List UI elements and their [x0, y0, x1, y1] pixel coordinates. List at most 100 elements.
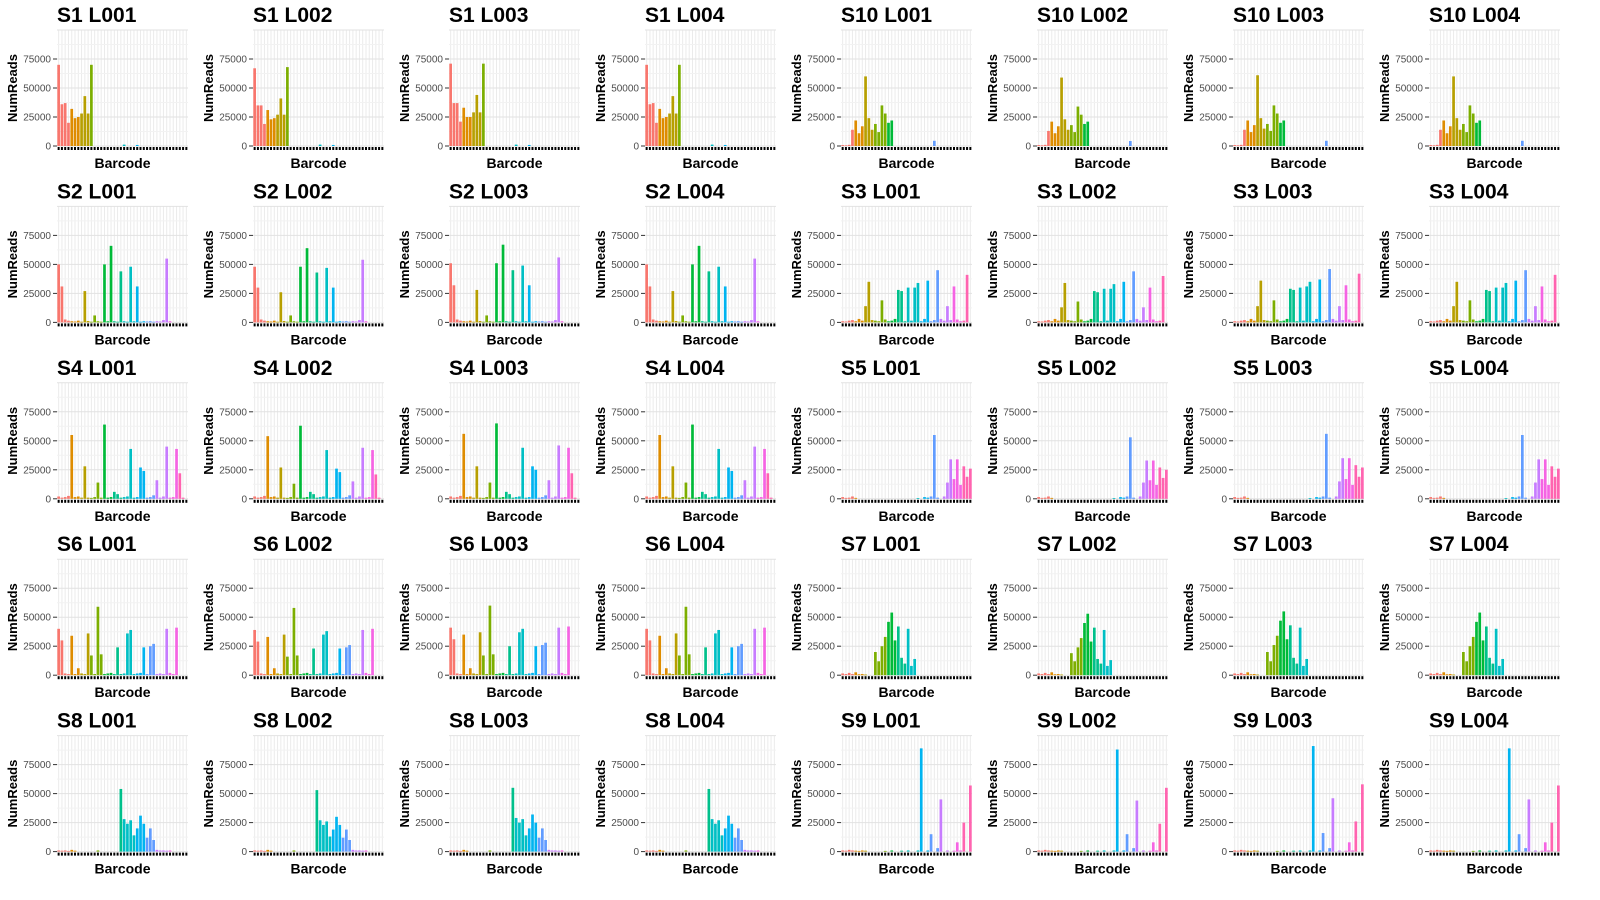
bar	[67, 122, 70, 146]
y-tick-label: 25000	[23, 465, 51, 476]
bar	[73, 674, 77, 676]
bar	[1122, 850, 1126, 852]
panel-title: S6 L002	[253, 533, 332, 556]
bar	[103, 264, 106, 323]
bar	[1096, 292, 1099, 323]
panel-title: S2 L004	[645, 180, 725, 203]
bar	[109, 497, 113, 499]
y-tick-label: 50000	[1003, 789, 1031, 800]
bar	[135, 286, 139, 323]
bar	[714, 633, 717, 676]
bar	[890, 120, 894, 146]
y-tick-label: 25000	[611, 289, 639, 300]
y-tick-label: 75000	[219, 55, 247, 66]
bar	[96, 482, 100, 499]
panel-title: S1 L004	[645, 4, 725, 27]
bar	[1279, 321, 1282, 323]
bar	[468, 668, 472, 676]
bar	[727, 321, 730, 323]
bar	[710, 673, 714, 676]
bar	[116, 494, 119, 499]
bar	[1550, 466, 1554, 499]
x-axis-label: Barcode	[94, 508, 150, 524]
bar	[1295, 663, 1299, 676]
panel-title: S8 L001	[57, 710, 137, 733]
bar	[756, 672, 760, 676]
x-axis-label: Barcode	[682, 331, 738, 347]
bar	[295, 497, 299, 499]
bar	[1246, 321, 1250, 323]
bar	[452, 103, 456, 146]
bar	[331, 673, 335, 676]
bar	[148, 828, 152, 852]
bar	[1239, 497, 1243, 499]
y-tick-label: 75000	[219, 760, 247, 771]
bar	[139, 321, 142, 323]
bar	[109, 245, 113, 323]
bar	[1445, 318, 1449, 323]
panel-title: S1 L001	[57, 4, 137, 27]
bar	[1076, 647, 1080, 676]
y-tick-label: 25000	[1199, 818, 1227, 829]
bar	[449, 263, 452, 323]
bar	[678, 64, 681, 146]
bar	[521, 628, 525, 676]
bar	[449, 496, 452, 499]
bar	[900, 657, 903, 676]
bar	[1282, 611, 1286, 676]
bar	[302, 321, 306, 323]
bar	[1122, 281, 1126, 323]
bar	[263, 850, 266, 852]
bar	[514, 817, 518, 852]
y-tick-label: 75000	[415, 407, 443, 418]
chart-panel: S6 L004 0 25000 50000 75000 Barcode NumReads	[593, 533, 776, 700]
bar	[1468, 105, 1472, 146]
bar	[488, 850, 492, 852]
bar	[730, 321, 734, 323]
bar	[358, 850, 361, 852]
bar	[952, 286, 956, 323]
bar	[648, 104, 652, 146]
bar	[668, 497, 671, 499]
bar	[263, 320, 266, 323]
bar	[1442, 672, 1446, 676]
bar	[504, 674, 508, 676]
y-tick-label: 75000	[807, 407, 835, 418]
y-tick-label: 50000	[219, 260, 247, 271]
bar	[142, 647, 146, 676]
bar	[1488, 657, 1491, 676]
x-axis-label: Barcode	[94, 684, 150, 700]
bar	[916, 498, 920, 499]
bar	[651, 103, 655, 146]
bar	[119, 674, 123, 676]
bar	[272, 496, 276, 499]
x-axis-label: Barcode	[1466, 684, 1522, 700]
bar	[740, 495, 743, 499]
bar	[60, 850, 64, 852]
bar	[531, 466, 534, 499]
bar	[63, 497, 67, 499]
bar	[145, 837, 149, 852]
y-tick-label: 0	[437, 847, 443, 858]
y-axis-label: NumReads	[985, 407, 1000, 475]
bar	[694, 673, 698, 676]
chart-panel: S7 L002 0 25000 50000 75000 Barcode NumReads	[985, 533, 1168, 700]
bar	[1465, 661, 1469, 676]
bar	[1236, 497, 1240, 499]
chart-panel: S2 L001 0 25000 50000 75000 Barcode NumReads	[5, 180, 188, 347]
x-axis-label: Barcode	[682, 508, 738, 524]
bar	[697, 672, 701, 676]
y-tick-label: 50000	[219, 436, 247, 447]
bar	[57, 264, 60, 323]
x-axis-label: Barcode	[1074, 861, 1130, 877]
bar	[1429, 321, 1432, 323]
bar	[263, 674, 266, 676]
bar	[700, 321, 704, 323]
bar	[1161, 477, 1165, 499]
y-tick-label: 50000	[415, 613, 443, 624]
bar	[171, 674, 175, 676]
bar	[279, 98, 283, 146]
bar	[83, 466, 87, 499]
panel-title: S7 L004	[1429, 533, 1509, 556]
y-tick-label: 50000	[23, 613, 51, 624]
